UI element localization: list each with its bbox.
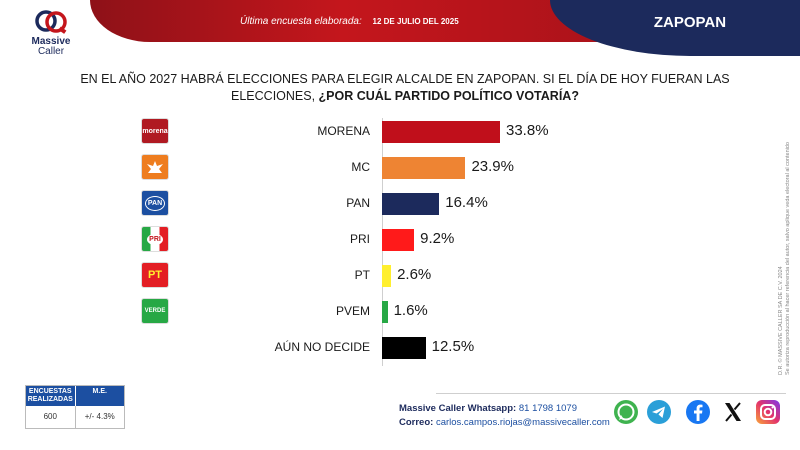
morena-logo-icon: morena: [141, 118, 169, 144]
chart-row: MC 23.9%: [0, 154, 760, 180]
bar: [382, 337, 426, 359]
category-label: MC: [351, 160, 370, 174]
copyright-line-1: D.R. © MASSIVE CALLER SA DE C.V. 2024: [778, 266, 784, 375]
bar: [382, 265, 392, 287]
telegram-icon[interactable]: [645, 398, 673, 426]
city-title: ZAPOPAN: [653, 14, 727, 31]
category-label: PT: [354, 268, 370, 282]
pan-logo-icon: PAN: [141, 190, 169, 216]
chart-row: morena MORENA 33.8%: [0, 118, 760, 144]
pt-logo-icon: PT: [141, 262, 169, 288]
question-text: EN EL AÑO 2027 HABRÁ ELECCIONES PARA ELE…: [80, 72, 730, 103]
bar: [382, 157, 466, 179]
stats-margin-value: +/- 4.3%: [84, 412, 115, 421]
x-twitter-icon[interactable]: [719, 398, 747, 426]
footer-divider: [436, 393, 786, 394]
verde-logo-icon: VERDE: [141, 298, 169, 324]
logo-icon: [35, 10, 67, 34]
stats-surveys-value: 600: [26, 406, 76, 428]
category-label: PRI: [349, 232, 370, 246]
chart-row: PRI PRI 9.2%: [0, 226, 760, 252]
data-label: 12.5%: [431, 338, 475, 355]
chart-row: PAN PAN 16.4%: [0, 190, 760, 216]
data-label: 16.4%: [445, 194, 488, 211]
category-label: MORENA: [317, 124, 370, 138]
chart-row: PT PT 2.6%: [0, 262, 760, 288]
survey-date-value: 12 DE JULIO DEL 2025: [372, 17, 459, 26]
contact-info: Massive Caller Whatsapp: 81 1798 1079 Co…: [399, 402, 610, 430]
email-label: Correo:: [399, 417, 434, 428]
facebook-icon[interactable]: [684, 398, 712, 426]
whatsapp-label: Massive Caller Whatsapp:: [399, 403, 517, 414]
category-label: PAN: [346, 196, 370, 210]
pri-logo-icon: PRI: [141, 226, 169, 252]
chart-row: AÚN NO DECIDE 12.5%: [0, 334, 760, 360]
logo-text-caller: Caller: [37, 46, 65, 57]
whatsapp-icon[interactable]: [612, 398, 640, 426]
data-label: 1.6%: [393, 302, 428, 319]
stats-header-margin: M.E.: [92, 388, 107, 395]
data-label: 9.2%: [420, 230, 455, 247]
data-label: 23.9%: [471, 158, 514, 175]
copyright-note: D.R. © MASSIVE CALLER SA DE C.V. 2024 Se…: [778, 95, 791, 375]
email-address[interactable]: carlos.campos.riojas@massivecaller.com: [435, 417, 610, 428]
massive-caller-logo: Massive Caller: [26, 8, 76, 68]
stats-header-surveys: ENCUESTAS REALIZADAS: [26, 386, 76, 406]
copyright-line-2: Se autoriza reproducción al hacer refere…: [785, 142, 791, 375]
question-emphasis: ¿POR CUÁL PARTIDO POLÍTICO VOTARÍA?: [318, 89, 579, 103]
bar: [382, 301, 388, 323]
bar: [382, 121, 500, 143]
chart-row: VERDE PVEM 1.6%: [0, 298, 760, 324]
mc-logo-icon: [141, 154, 169, 180]
survey-date: Última encuesta elaborada: 12 DE JULIO D…: [240, 16, 459, 27]
category-label: AÚN NO DECIDE: [274, 340, 370, 354]
category-label: PVEM: [335, 304, 370, 318]
instagram-icon[interactable]: [754, 398, 782, 426]
bar: [382, 193, 440, 215]
logo-text-massive: Massive: [31, 36, 71, 47]
data-label: 33.8%: [506, 122, 549, 139]
survey-question: EN EL AÑO 2027 HABRÁ ELECCIONES PARA ELE…: [70, 71, 740, 105]
bar: [382, 229, 415, 251]
results-bar-chart: morena MORENA 33.8% MC 23.9% PAN PAN 16.4% PRI PR…: [0, 118, 760, 368]
survey-date-label: Última encuesta elaborada:: [240, 16, 362, 27]
whatsapp-number[interactable]: 81 1798 1079: [518, 403, 577, 414]
data-label: 2.6%: [397, 266, 432, 283]
survey-stats-table: ENCUESTAS REALIZADAS M.E. 600 +/- 4.3%: [25, 385, 125, 429]
